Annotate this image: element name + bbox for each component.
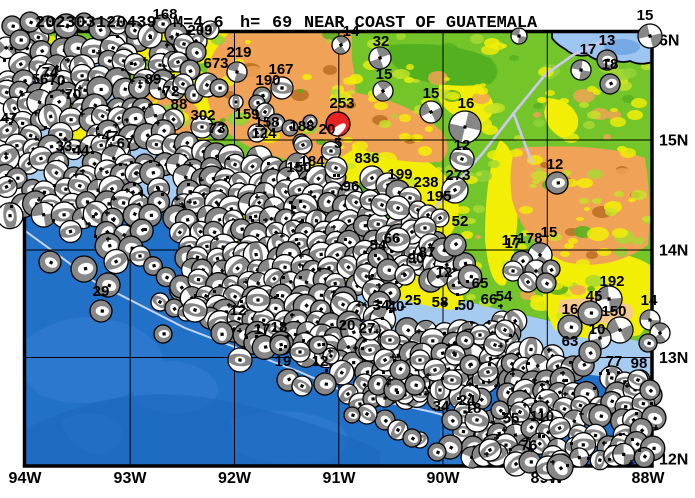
svg-text:54: 54 [496,288,513,305]
svg-text:15: 15 [376,66,393,83]
svg-text:76: 76 [521,437,538,454]
svg-text:63: 63 [562,333,579,350]
svg-text:74: 74 [42,64,59,81]
svg-text:27: 27 [359,320,376,337]
svg-text:19: 19 [275,353,292,370]
svg-text:93W: 93W [114,470,148,487]
svg-text:10: 10 [589,321,606,338]
svg-text:25: 25 [405,292,422,309]
svg-text:90W: 90W [427,470,461,487]
svg-text:16: 16 [562,301,579,318]
svg-text:124: 124 [251,125,277,142]
svg-text:32: 32 [373,33,390,50]
svg-text:6N: 6N [659,33,679,50]
svg-text:NEAR COAST OF GUATEMALA: NEAR COAST OF GUATEMALA [304,14,538,33]
svg-text:29: 29 [93,283,110,300]
svg-text:150: 150 [286,159,311,176]
svg-text:253: 253 [329,95,354,112]
svg-text:69: 69 [272,14,292,33]
svg-text:16: 16 [458,95,475,112]
svg-text:66: 66 [481,291,498,308]
svg-text:90: 90 [408,250,425,267]
svg-text:110: 110 [530,408,554,425]
svg-text:70: 70 [65,86,82,103]
svg-text:836: 836 [354,150,379,167]
svg-text:14N: 14N [659,243,688,260]
svg-text:91W: 91W [323,470,357,487]
svg-text:34: 34 [433,398,450,415]
svg-text:17: 17 [254,321,271,338]
svg-text:190: 190 [255,72,280,89]
svg-text:40: 40 [388,298,405,315]
svg-text:192: 192 [599,273,624,290]
svg-text:17: 17 [505,235,522,252]
svg-text:88W: 88W [632,470,666,487]
svg-text:94W: 94W [9,470,43,487]
svg-text:M=4.6: M=4.6 [173,14,224,33]
svg-text:52: 52 [452,213,469,230]
svg-text:15: 15 [637,7,654,24]
svg-text:50: 50 [458,297,475,314]
svg-text:54: 54 [370,237,387,254]
svg-text:98: 98 [631,355,648,372]
svg-text:13: 13 [599,32,616,49]
svg-text:12: 12 [436,264,453,281]
svg-text:5: 5 [334,135,342,152]
svg-text:65: 65 [472,275,489,292]
svg-text:12N: 12N [659,452,688,469]
svg-text:20: 20 [319,121,336,138]
svg-text:h=: h= [240,14,260,33]
svg-text:67: 67 [117,135,134,152]
svg-text:17: 17 [580,41,597,58]
svg-text:15: 15 [541,224,558,241]
svg-text:18: 18 [465,400,482,417]
svg-text:202303120439: 202303120439 [35,14,157,33]
svg-text:77: 77 [606,353,623,370]
svg-text:89: 89 [145,71,162,88]
svg-text:44: 44 [73,142,90,159]
svg-text:199: 199 [387,166,412,183]
svg-text:45: 45 [586,288,603,305]
svg-text:12: 12 [547,156,564,173]
svg-text:33: 33 [56,138,73,155]
svg-text:88: 88 [171,96,188,113]
svg-text:12: 12 [230,302,247,319]
svg-text:18: 18 [271,319,288,336]
svg-text:12: 12 [312,353,329,370]
svg-text:55: 55 [503,410,520,427]
svg-text:15: 15 [423,85,440,102]
svg-text:20: 20 [339,317,356,334]
svg-text:96: 96 [343,178,360,195]
svg-text:219: 219 [226,44,251,61]
svg-text:18: 18 [602,56,619,73]
svg-text:15N: 15N [659,133,688,150]
svg-text:13N: 13N [659,350,688,367]
svg-text:92W: 92W [218,470,252,487]
svg-text:14: 14 [641,292,658,309]
svg-text:58: 58 [432,294,449,311]
svg-text:12: 12 [454,137,471,154]
svg-text:47: 47 [1,110,18,127]
svg-text:273: 273 [445,167,470,184]
svg-text:73: 73 [209,120,226,137]
svg-text:188: 188 [289,118,314,135]
svg-text:673: 673 [203,55,228,72]
svg-text:150: 150 [601,303,626,320]
svg-text:195: 195 [426,188,451,205]
